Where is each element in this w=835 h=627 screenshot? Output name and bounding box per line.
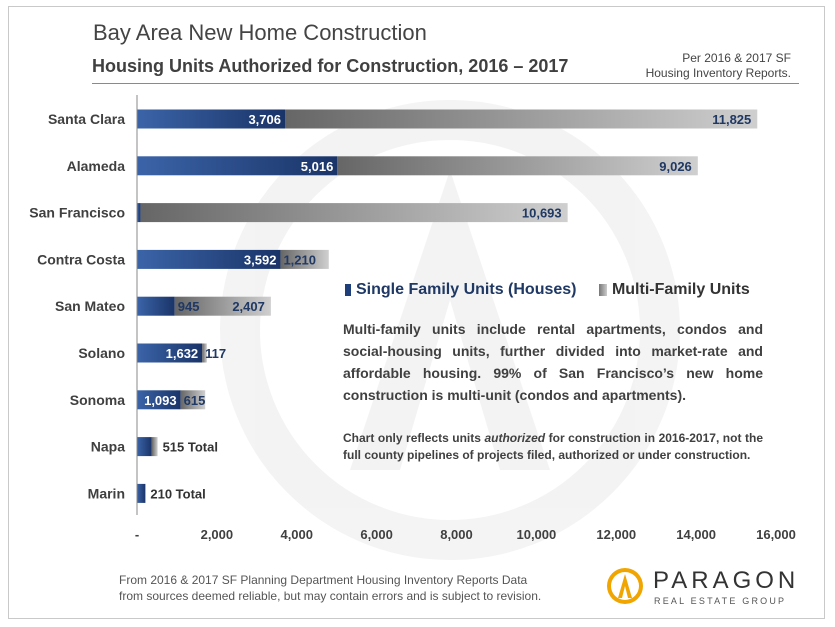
chart-footnote: Chart only reflects units authorized for… [343,431,763,462]
x-tick-label: 2,000 [201,527,234,542]
data-label-single-san-mateo: 945 [178,299,200,314]
category-label-alameda: Alameda [67,158,126,174]
header-divider [92,83,799,84]
x-tick-label: 8,000 [440,527,473,542]
data-label-multi-contra-costa: 1,210 [283,252,316,267]
bar-single-san-mateo [137,296,175,316]
data-label-single-contra-costa: 3,592 [244,252,277,267]
chart-legend: Single Family Units (Houses) Multi-Famil… [345,281,750,299]
data-label-multi-solano: 117 [205,346,226,361]
bar-multi-napa [151,437,158,457]
source-note: Per 2016 & 2017 SF Housing Inventory Rep… [645,51,791,80]
data-label-multi-alameda: 9,026 [659,159,692,174]
category-label-santa-clara: Santa Clara [48,111,125,127]
logo-tagline: REAL ESTATE GROUP [654,596,787,606]
category-label-napa: Napa [91,439,125,455]
bar-single-marin [137,483,146,503]
x-tick-label: 10,000 [516,527,556,542]
data-label-single-alameda: 5,016 [301,159,334,174]
bar-single-sonoma [137,390,181,410]
data-label-multi-san-mateo: 2,407 [232,299,265,314]
bar-single-solano [137,343,203,363]
bar-multi-sonoma [180,390,206,410]
category-label-solano: Solano [78,345,125,361]
page-title: Bay Area New Home Construction [93,20,427,45]
total-label-marin: 210 Total [150,486,205,501]
category-label-san-mateo: San Mateo [55,298,125,314]
x-tick-label: 12,000 [596,527,636,542]
data-label-multi-santa-clara: 11,825 [712,112,751,127]
data-label-multi-san-francisco: 10,693 [522,206,562,221]
category-label-sonoma: Sonoma [70,392,125,408]
data-label-single-sonoma: 1,093 [144,393,177,408]
x-tick-label: - [135,527,139,542]
footer-source: From 2016 & 2017 SF Planning Department … [119,573,542,603]
chart-description: Multi-family units include rental apartm… [343,321,763,403]
legend-single-label: Single Family Units (Houses) [356,281,577,298]
chart-subtitle: Housing Units Authorized for Constructio… [92,56,569,76]
legend-swatch-multi [598,283,607,296]
x-tick-label: 16,000 [756,527,796,542]
x-tick-label: 14,000 [676,527,716,542]
bar-single-san-francisco [137,203,141,223]
bar-multi-san-francisco [140,203,568,223]
bar-single-napa [137,437,152,457]
legend-swatch-single [345,283,351,296]
bar-single-alameda [137,156,338,176]
total-label-napa: 515 Total [163,440,218,455]
category-label-san-francisco: San Francisco [29,205,125,221]
category-label-marin: Marin [88,485,125,501]
bar-multi-contra-costa [280,249,329,269]
bar-multi-santa-clara [285,109,758,129]
bar-multi-san-mateo [174,296,271,316]
slide-frame [8,6,825,619]
x-tick-label: 4,000 [280,527,313,542]
x-tick-label: 6,000 [360,527,393,542]
data-label-single-santa-clara: 3,706 [248,112,281,127]
bar-multi-solano [202,343,207,363]
bar-single-santa-clara [137,109,286,129]
logo-name: PARAGON [653,567,800,594]
category-label-contra-costa: Contra Costa [37,251,125,267]
data-label-single-solano: 1,632 [166,346,199,361]
bar-single-contra-costa [137,249,281,269]
bar-multi-alameda [337,156,698,176]
paragon-logo-icon [607,568,643,604]
legend-multi-label: Multi-Family Units [611,281,750,298]
data-label-multi-sonoma: 615 [184,393,206,408]
